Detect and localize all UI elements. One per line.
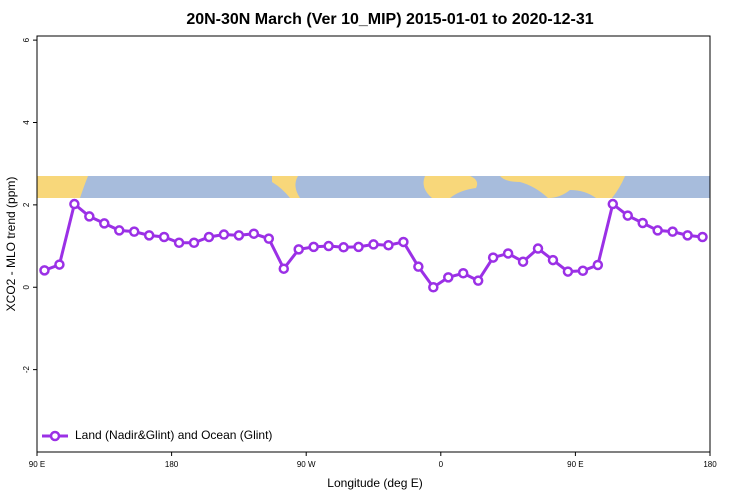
data-point bbox=[398, 236, 409, 248]
x-tick-label: 90 E bbox=[567, 460, 583, 469]
chart-title: 20N-30N March (Ver 10_MIP) 2015-01-01 to… bbox=[186, 11, 593, 28]
data-point bbox=[413, 261, 424, 272]
land bbox=[272, 176, 300, 198]
data-point bbox=[158, 231, 170, 243]
data-point bbox=[263, 233, 275, 244]
data-point bbox=[128, 226, 140, 237]
data-point bbox=[383, 239, 394, 251]
data-point bbox=[338, 242, 349, 253]
data-point bbox=[278, 263, 290, 274]
data-point bbox=[472, 275, 484, 286]
data-point bbox=[457, 267, 469, 279]
data-point bbox=[577, 265, 589, 277]
data-point bbox=[203, 231, 215, 243]
y-tick-label: 0 bbox=[22, 284, 31, 289]
data-point bbox=[547, 254, 559, 266]
data-point bbox=[188, 237, 200, 249]
data-point bbox=[652, 225, 663, 236]
land bbox=[37, 176, 88, 198]
data-point bbox=[39, 265, 50, 276]
map-strip bbox=[37, 176, 710, 198]
x-tick-label: 180 bbox=[703, 460, 717, 469]
data-point bbox=[517, 256, 529, 267]
data-point bbox=[592, 259, 604, 271]
data-point bbox=[532, 243, 544, 254]
plot-frame bbox=[36, 35, 711, 453]
y-tick-label: -2 bbox=[22, 366, 31, 374]
data-point bbox=[428, 281, 439, 293]
x-tick-label: 0 bbox=[439, 460, 444, 469]
data-point bbox=[54, 259, 65, 270]
data-point bbox=[622, 210, 633, 221]
data-point bbox=[114, 225, 125, 236]
data-point bbox=[323, 240, 334, 252]
data-point bbox=[487, 252, 499, 263]
data-point bbox=[143, 230, 155, 241]
y-tick-label: 6 bbox=[22, 37, 31, 42]
data-point bbox=[368, 239, 379, 250]
y-tick-label: 2 bbox=[22, 202, 31, 207]
x-tick-label: 90 E bbox=[29, 460, 45, 469]
data-point bbox=[353, 241, 364, 253]
data-point bbox=[99, 218, 110, 229]
data-point bbox=[637, 217, 648, 229]
land bbox=[423, 176, 478, 198]
legend-marker bbox=[49, 430, 61, 442]
legend-label: Land (Nadir&Glint) and Ocean (Glint) bbox=[75, 428, 272, 442]
data-point bbox=[443, 272, 454, 283]
data-point bbox=[84, 211, 95, 222]
data-point bbox=[69, 198, 80, 210]
data-point bbox=[682, 230, 693, 241]
data-point bbox=[607, 198, 619, 210]
data-point bbox=[562, 266, 574, 277]
data-point bbox=[218, 229, 230, 240]
data-point bbox=[248, 228, 260, 239]
y-tick-label: 4 bbox=[22, 120, 31, 125]
data-point bbox=[667, 226, 678, 237]
data-point bbox=[697, 231, 708, 243]
data-point bbox=[293, 244, 304, 255]
data-point bbox=[173, 237, 185, 249]
x-tick-label: 180 bbox=[165, 460, 179, 469]
y-axis-label: XCO2 - MLO trend (ppm) bbox=[4, 177, 18, 312]
x-tick-label: 90 W bbox=[297, 460, 316, 469]
data-point bbox=[308, 241, 319, 253]
data-point bbox=[502, 248, 514, 259]
data-point bbox=[233, 230, 245, 241]
land bbox=[500, 176, 625, 198]
x-axis-label: Longitude (deg E) bbox=[327, 476, 422, 490]
